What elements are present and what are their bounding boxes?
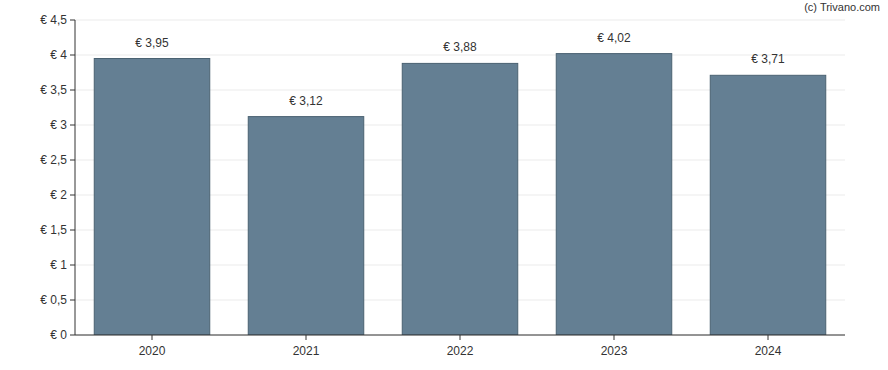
y-tick-label: € 1 (50, 258, 67, 272)
y-tick-label: € 2 (50, 188, 67, 202)
y-tick-label: € 1,5 (40, 223, 67, 237)
bar (94, 59, 210, 336)
y-tick-label: € 0 (50, 328, 67, 342)
x-tick (768, 335, 769, 340)
x-tick-label: 2020 (139, 344, 166, 358)
x-tick-label: 2023 (601, 344, 628, 358)
y-tick (70, 90, 75, 91)
y-tick (70, 300, 75, 301)
x-tick-label: 2022 (447, 344, 474, 358)
chart-svg: € 0 € 0,5 € 1 € 1,5 € 2 € 2,5 € 3 € 3,5 € 4 € 4,5… (0, 0, 888, 370)
grid (75, 20, 845, 335)
y-tick-label: € 4 (50, 48, 67, 62)
y-tick (70, 195, 75, 196)
x-tick-label: 2024 (755, 344, 782, 358)
y-tick-label: € 0,5 (40, 293, 67, 307)
data-label: € 3,88 (443, 40, 477, 54)
y-tick (70, 160, 75, 161)
data-label: € 3,95 (135, 36, 169, 50)
y-tick (70, 20, 75, 21)
x-tick (614, 335, 615, 340)
y-tick (70, 265, 75, 266)
y-tick-label: € 3,5 (40, 83, 67, 97)
x-tick (152, 335, 153, 340)
y-axis (75, 20, 76, 335)
chart-container: € 0 € 0,5 € 1 € 1,5 € 2 € 2,5 € 3 € 3,5 € 4 € 4,5… (0, 0, 888, 370)
grid-line (75, 55, 845, 56)
bar (710, 75, 826, 335)
grid-line (75, 20, 845, 21)
y-tick (70, 55, 75, 56)
y-tick-label: € 4,5 (40, 13, 67, 27)
bar (402, 63, 518, 335)
y-tick-label: € 3 (50, 118, 67, 132)
y-tick (70, 230, 75, 231)
y-tick (70, 125, 75, 126)
bars (94, 54, 826, 335)
bar (556, 54, 672, 335)
annotation: (c) Trivano.com (804, 1, 880, 13)
x-tick-label: 2021 (293, 344, 320, 358)
y-tick (70, 335, 75, 336)
data-label: € 4,02 (597, 31, 631, 45)
x-tick (306, 335, 307, 340)
bar (248, 117, 364, 335)
data-label: € 3,12 (289, 94, 323, 108)
data-label: € 3,71 (751, 52, 785, 66)
y-tick-label: € 2,5 (40, 153, 67, 167)
x-tick (460, 335, 461, 340)
